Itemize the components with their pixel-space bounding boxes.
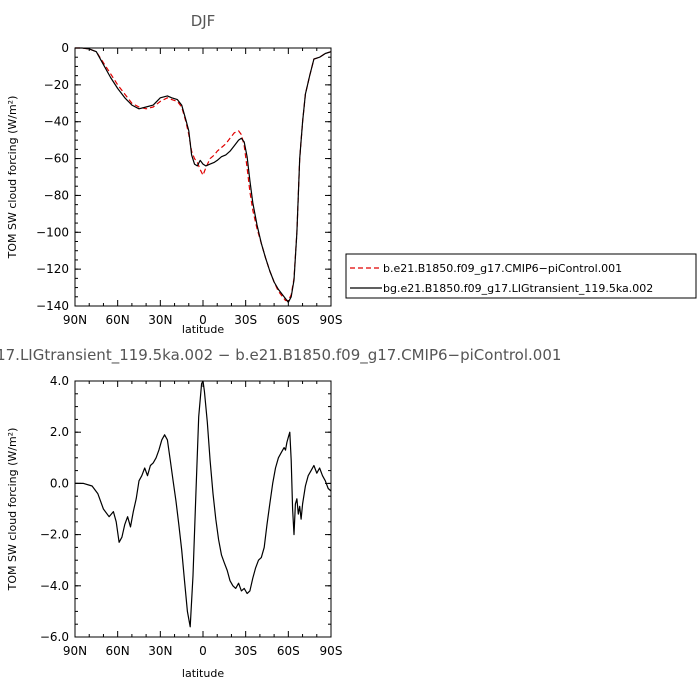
x-tick-label: 90S	[320, 313, 343, 327]
x-tick-label: 60N	[106, 644, 130, 658]
x-tick-label: 60S	[277, 313, 300, 327]
y-tick-label: 0	[61, 41, 69, 55]
series-line-2	[75, 47, 332, 303]
y-tick-label: −20	[44, 78, 69, 92]
y-tick-label: −100	[36, 225, 69, 239]
x-tick-label: 30S	[234, 313, 257, 327]
top-chart-plot: 90N 60N 30N 0 30S 60S 90S 0 −20 −40 −60 −80 −100 −120…	[36, 41, 342, 327]
bottom-chart-frame	[74, 380, 332, 638]
series-line-1	[75, 380, 332, 628]
top-chart-xlabel: latitude	[182, 323, 224, 336]
bottom-chart: bg.e21.B1850.f09_g17.LIGtransient_119.5k…	[0, 346, 561, 680]
top-chart: DJF 90N 60N 30N 0 30S 60S 90S 0 −20 −40 −60 −80 −100…	[6, 12, 697, 336]
x-tick-label: 30S	[234, 644, 257, 658]
legend: b.e21.B1850.f09_g17.CMIP6−piControl.001 …	[345, 253, 697, 299]
x-tick-label: 0	[199, 644, 207, 658]
x-tick-label: 0	[199, 313, 207, 327]
y-tick-label: −4.0	[40, 579, 69, 593]
top-chart-frame	[74, 47, 332, 307]
y-tick-label: −80	[44, 188, 69, 202]
y-tick-label: −2.0	[40, 528, 69, 542]
y-tick-label: 2.0	[50, 425, 69, 439]
legend-label-series-1: b.e21.B1850.f09_g17.CMIP6−piControl.001	[383, 262, 622, 275]
x-tick-label: 90N	[63, 313, 87, 327]
x-tick-label: 30N	[148, 644, 172, 658]
top-chart-title: DJF	[191, 12, 216, 30]
y-tick-label: −60	[44, 152, 69, 166]
x-tick-label: 60S	[277, 644, 300, 658]
y-tick-label: −6.0	[40, 630, 69, 644]
x-tick-label: 60N	[106, 313, 130, 327]
series-line-1	[75, 47, 332, 302]
y-tick-label: −120	[36, 262, 69, 276]
bottom-chart-xlabel: latitude	[182, 667, 224, 680]
x-tick-label: 90N	[63, 644, 87, 658]
x-tick-label: 30N	[148, 313, 172, 327]
y-tick-label: 4.0	[50, 374, 69, 388]
y-tick-label: −140	[36, 299, 69, 313]
bottom-chart-title: bg.e21.B1850.f09_g17.LIGtransient_119.5k…	[0, 346, 561, 365]
y-tick-label: 0.0	[50, 476, 69, 490]
bottom-chart-plot: 90N 60N 30N 0 30S 60S 90S 4.0 2.0 0.0 −2.0 −4.0 −6.0	[40, 374, 343, 658]
legend-label-series-2: bg.e21.B1850.f09_g17.LIGtransient_119.5k…	[383, 282, 653, 295]
top-chart-ylabel: TOM SW cloud forcing (W/m²)	[6, 96, 19, 260]
y-tick-label: −40	[44, 115, 69, 129]
x-tick-label: 90S	[320, 644, 343, 658]
bottom-chart-ylabel: TOM SW cloud forcing (W/m²)	[6, 428, 19, 592]
legend-box	[345, 253, 697, 299]
